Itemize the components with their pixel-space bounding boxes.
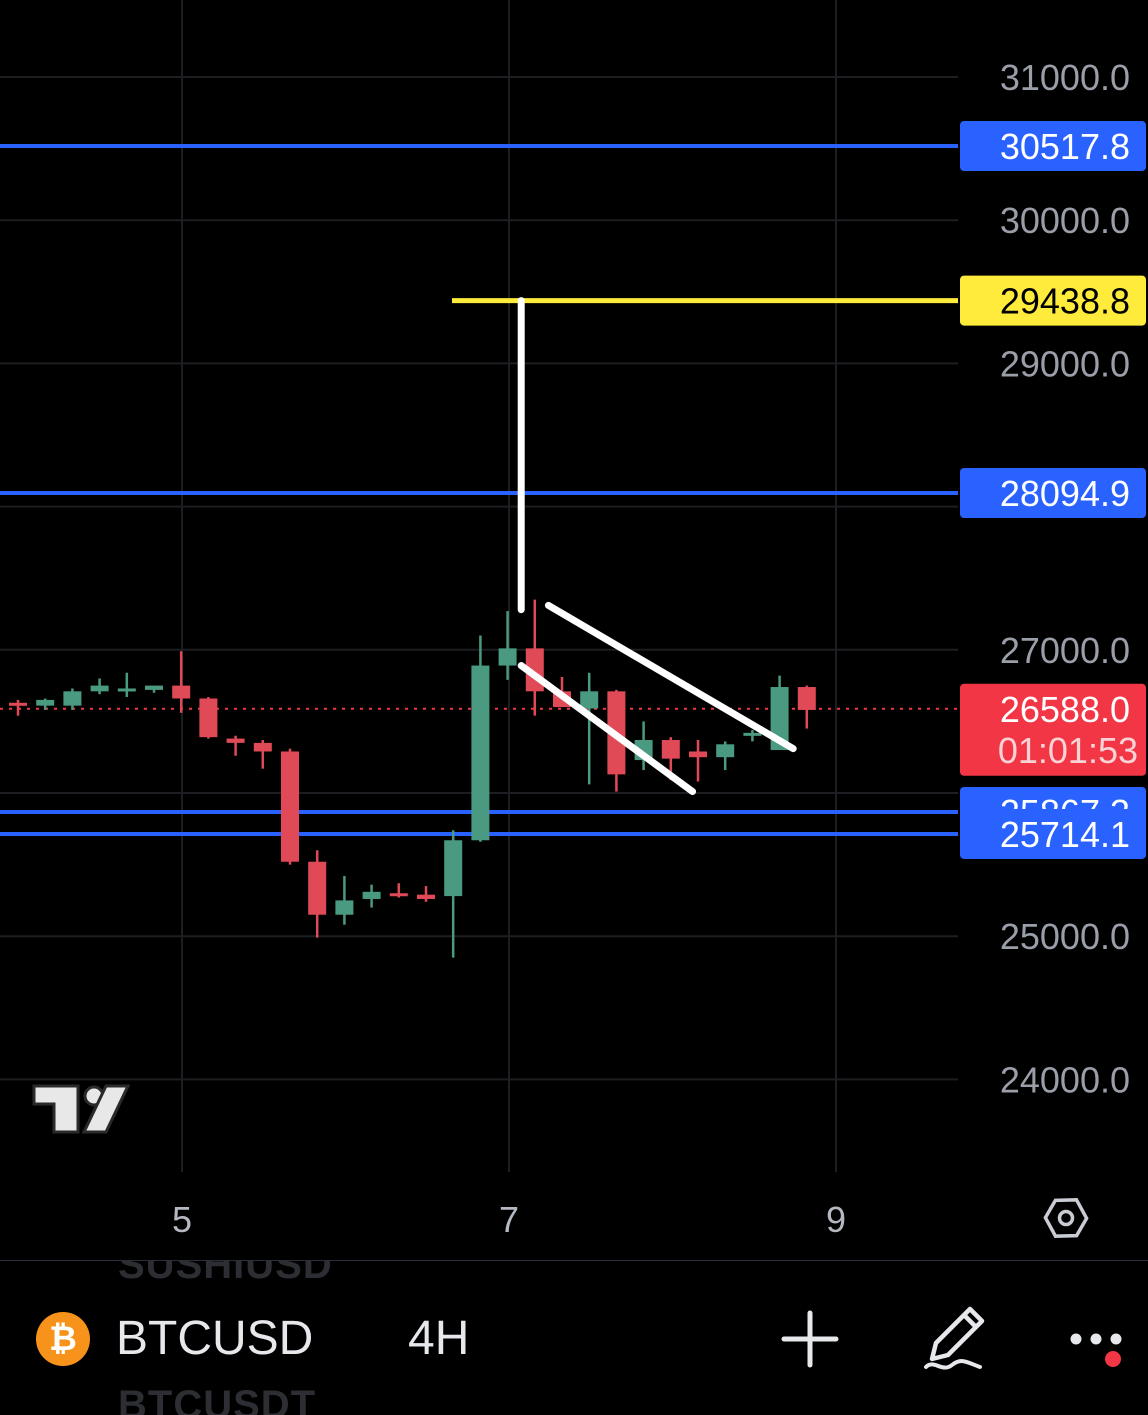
candle-body	[335, 900, 354, 915]
price-tick-label: 31000.0	[1000, 57, 1130, 98]
price-level-value: 30517.8	[1000, 126, 1130, 167]
more-options-icon[interactable]	[1066, 1301, 1136, 1377]
price-axis[interactable]: 31000.0 30000.0 29000.0 27000.0 25000.0 24000…	[960, 57, 1146, 1100]
last-price-label: 26588.001:01:53	[960, 683, 1146, 776]
grid-lines	[0, 0, 958, 1172]
candle	[471, 635, 490, 842]
symbol-list-item[interactable]: BTCUSDT	[118, 1383, 317, 1415]
candle	[281, 748, 299, 865]
candle-body	[253, 742, 272, 752]
flag-channel-upper	[544, 601, 797, 753]
candle-body	[226, 738, 245, 743]
symbol-list-item[interactable]: SUSHIUSD	[118, 1260, 333, 1287]
candle	[797, 685, 816, 729]
candle	[172, 651, 191, 713]
price-level-label: 25714.1	[960, 808, 1146, 859]
time-tick-label: 7	[499, 1199, 519, 1240]
price-tick-label: 24000.0	[1000, 1059, 1130, 1100]
candle	[90, 678, 109, 695]
candle	[417, 886, 435, 902]
price-chart[interactable]: 31000.0 30000.0 29000.0 27000.0 25000.0 24000…	[0, 0, 1148, 1258]
candle-body	[145, 685, 163, 690]
candle-body	[308, 861, 327, 915]
candle	[63, 688, 82, 710]
candle	[36, 698, 55, 710]
candle-body	[199, 698, 218, 738]
candle	[308, 850, 327, 938]
candle	[389, 883, 408, 898]
price-tick-label: 30000.0	[1000, 200, 1130, 241]
candle	[145, 685, 163, 693]
time-tick-label: 5	[172, 1199, 192, 1240]
bottom-toolbar: SUSHIUSD BTCUSDT ₿ BTCUSD 4H	[0, 1260, 1148, 1415]
candle-body	[281, 751, 299, 862]
candle	[253, 740, 272, 769]
bar-countdown: 01:01:53	[998, 730, 1138, 771]
candle	[444, 830, 463, 958]
candle-body	[36, 699, 55, 706]
notification-dot	[1105, 1351, 1121, 1367]
candle	[117, 672, 136, 698]
candle-body	[716, 744, 735, 758]
candle-body	[498, 648, 517, 666]
candles	[9, 599, 816, 958]
chart-settings-icon[interactable]	[1040, 1191, 1092, 1245]
price-level-label: 29438.8	[960, 275, 1146, 326]
candle-body	[417, 894, 435, 899]
time-axis[interactable]: 5 7 9	[172, 1199, 846, 1240]
candle-body	[743, 732, 762, 736]
price-level-value: 29438.8	[1000, 281, 1130, 322]
price-level-value: 28094.9	[1000, 473, 1130, 514]
candle	[743, 729, 762, 742]
candle	[525, 599, 544, 716]
interval-button[interactable]: 4H	[408, 1312, 470, 1365]
price-level-label: 28094.9	[960, 468, 1146, 519]
price-tick-label: 29000.0	[1000, 343, 1130, 384]
bitcoin-icon: ₿	[36, 1312, 90, 1366]
candle-body	[9, 702, 27, 706]
candle	[9, 699, 27, 716]
candle-body	[661, 740, 680, 759]
candle	[716, 741, 735, 771]
candle-body	[444, 840, 463, 897]
plus-icon[interactable]	[780, 1301, 840, 1377]
candle	[362, 884, 381, 908]
candle-body	[689, 751, 707, 758]
price-level-value: 25714.1	[1000, 814, 1130, 855]
tradingview-logo	[32, 1084, 131, 1134]
price-tick-label: 27000.0	[1000, 630, 1130, 671]
flag-channel-lower	[517, 662, 697, 796]
candle-body	[63, 691, 82, 706]
drawings	[517, 297, 797, 796]
last-price-value: 26588.0	[1000, 689, 1130, 730]
time-tick-label: 9	[826, 1199, 846, 1240]
price-tick-label: 25000.0	[1000, 916, 1130, 957]
candle-body	[117, 688, 136, 692]
candle	[199, 697, 218, 739]
candle-body	[90, 685, 109, 692]
candle-body	[580, 691, 599, 709]
candle-body	[389, 893, 408, 897]
symbol-button[interactable]: BTCUSD	[116, 1312, 314, 1365]
candle	[498, 611, 517, 680]
candle	[335, 876, 354, 925]
chart-area[interactable]: 31000.0 30000.0 29000.0 27000.0 25000.0 24000…	[0, 0, 1148, 1258]
candle-body	[471, 665, 490, 841]
candle	[580, 672, 599, 785]
candle	[689, 740, 707, 782]
candle-body	[797, 687, 816, 710]
candle	[226, 735, 245, 756]
candle-body	[362, 891, 381, 899]
pen-drawing-icon[interactable]	[920, 1301, 994, 1377]
price-level-label: 30517.8	[960, 121, 1146, 172]
candle-body	[172, 685, 191, 699]
